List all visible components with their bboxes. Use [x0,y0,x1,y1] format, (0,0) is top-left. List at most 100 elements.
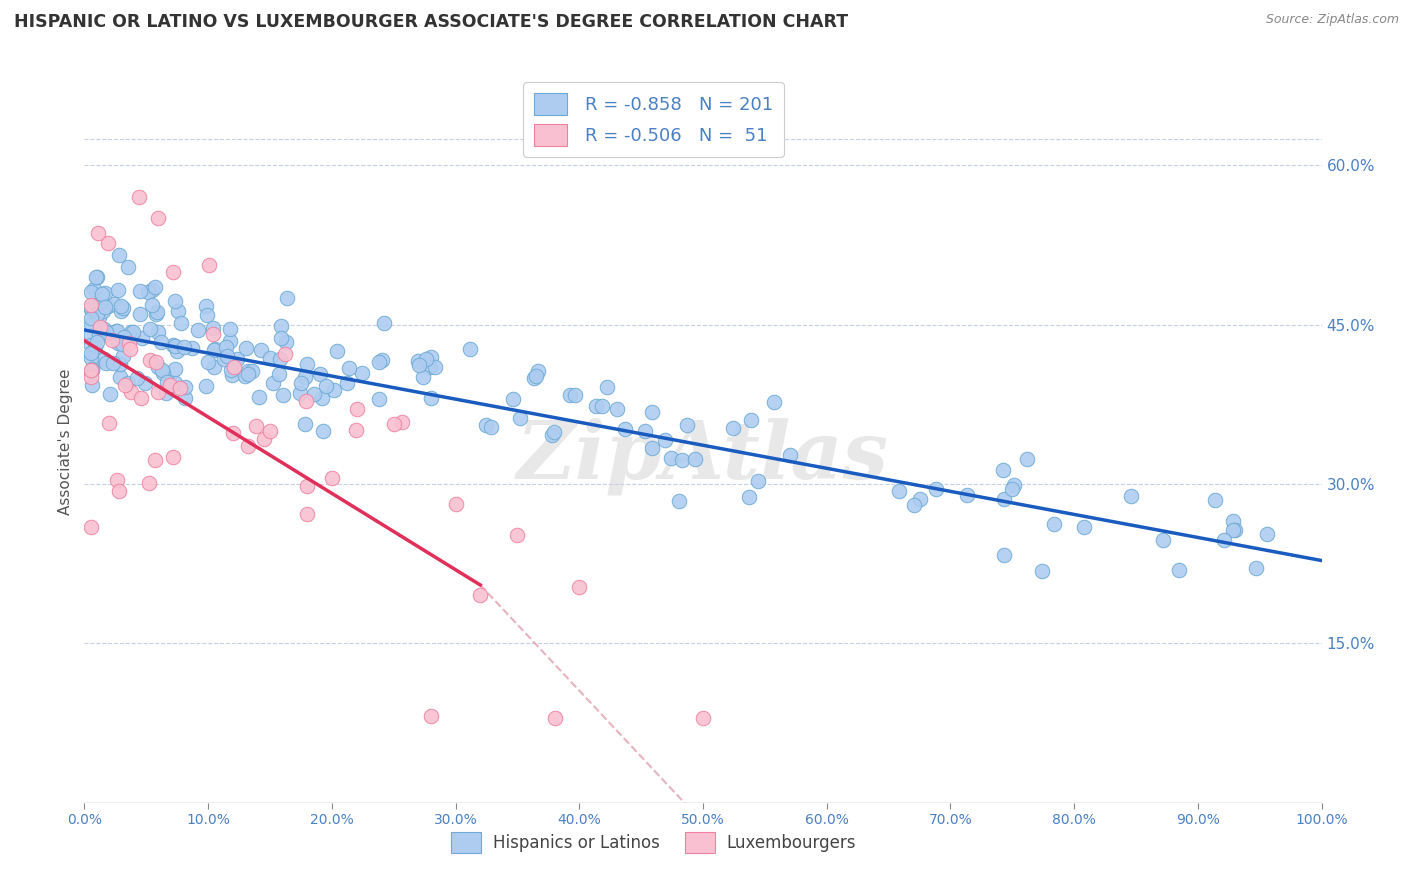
Point [169,380,191,394]
Point [215,349,238,363]
Point [634,424,657,438]
Point [423,359,446,374]
Point [112,349,135,363]
Point [367,392,389,407]
Point [336,376,359,390]
Point [198,258,221,272]
Point [80,311,103,326]
Point [273,388,295,402]
Point [86,227,108,241]
Point [595,380,617,394]
Point [134,376,156,390]
Point [155,386,177,401]
Point [84,270,107,285]
Point [543,711,565,725]
Point [1212,533,1234,548]
Point [419,391,441,405]
Point [167,304,190,318]
Point [458,342,481,356]
Point [740,413,762,427]
Point [606,402,628,417]
Point [215,340,238,354]
Point [235,341,257,355]
Point [79,520,101,534]
Point [187,323,209,337]
Point [692,711,714,725]
Point [118,328,141,343]
Text: HISPANIC OR LATINO VS LUXEMBOURGER ASSOCIATE'S DEGREE CORRELATION CHART: HISPANIC OR LATINO VS LUXEMBOURGER ASSOC… [14,13,848,31]
Point [108,483,131,498]
Point [1002,478,1025,492]
Point [110,299,132,313]
Point [373,316,395,330]
Point [391,415,413,429]
Point [79,301,101,316]
Point [219,322,242,336]
Point [146,359,169,374]
Point [591,399,613,413]
Point [195,379,218,393]
Legend: Hispanics or Latinos, Luxembourgers: Hispanics or Latinos, Luxembourgers [444,826,862,860]
Point [763,394,786,409]
Point [103,297,125,311]
Point [222,360,245,375]
Point [97,235,120,250]
Point [114,378,136,392]
Point [86,335,108,350]
Point [585,399,607,413]
Point [294,417,316,432]
Point [247,390,270,404]
Point [274,346,297,360]
Point [1000,482,1022,496]
Point [89,310,111,324]
Point [540,428,562,442]
Point [444,497,467,511]
Point [420,350,443,364]
Point [122,325,145,339]
Point [163,376,186,390]
Point [120,385,142,400]
Point [131,331,153,345]
Point [350,366,373,380]
Point [406,354,429,368]
Point [259,424,281,438]
Point [79,363,101,377]
Point [419,709,441,723]
Point [382,417,405,431]
Point [80,377,103,392]
Point [201,320,224,334]
Point [170,316,193,330]
Point [138,353,160,368]
Point [212,352,235,367]
Point [779,449,801,463]
Point [240,364,263,378]
Point [79,297,101,311]
Point [83,282,105,296]
Point [925,482,948,496]
Point [294,370,316,384]
Point [993,548,1015,562]
Point [89,326,111,341]
Point [641,405,664,419]
Point [225,352,247,367]
Point [98,387,121,401]
Point [146,211,169,226]
Point [1168,563,1191,577]
Point [1204,493,1226,508]
Point [162,264,184,278]
Point [295,394,318,409]
Point [136,285,159,300]
Point [270,331,292,345]
Point [131,392,153,406]
Point [290,376,312,391]
Point [408,358,430,372]
Point [112,301,135,315]
Point [150,335,173,350]
Point [101,356,124,370]
Point [323,384,346,398]
Point [524,369,547,384]
Point [419,360,441,375]
Point [173,340,195,354]
Point [110,370,132,384]
Point [120,325,142,339]
